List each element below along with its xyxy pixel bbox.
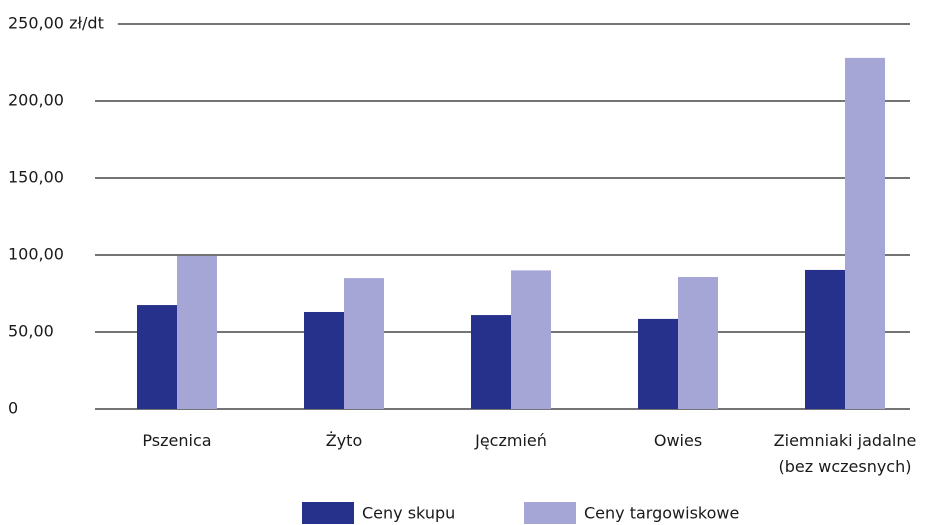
x-tick-label: Owies: [654, 431, 702, 450]
x-tick-label: Ziemniaki jadalne (bez wczesnych): [774, 431, 917, 476]
bar: [845, 57, 885, 409]
bar: [805, 269, 845, 409]
y-tick-label: 250,00 zł/dt: [8, 14, 104, 33]
bar: [678, 277, 718, 409]
y-tick-label: 200,00: [8, 91, 64, 110]
legend-label: Ceny skupu: [362, 504, 455, 523]
x-tick-label: Żyto: [326, 431, 363, 450]
y-tick-label: 50,00: [8, 322, 54, 341]
bar: [177, 255, 217, 409]
bar: [511, 270, 551, 409]
legend-swatch: [302, 502, 354, 524]
x-tick-label: Pszenica: [142, 431, 211, 450]
y-tick-label: 100,00: [8, 245, 64, 264]
y-tick-label: 150,00: [8, 168, 64, 187]
bar: [344, 278, 384, 409]
bar: [638, 318, 678, 409]
bar: [471, 315, 511, 409]
x-tick-label: Jęczmień: [474, 431, 547, 450]
bar: [137, 305, 177, 409]
bar: [304, 311, 344, 409]
legend-swatch: [524, 502, 576, 524]
y-tick-label: 0: [8, 399, 18, 418]
legend-label: Ceny targowiskowe: [584, 504, 739, 523]
